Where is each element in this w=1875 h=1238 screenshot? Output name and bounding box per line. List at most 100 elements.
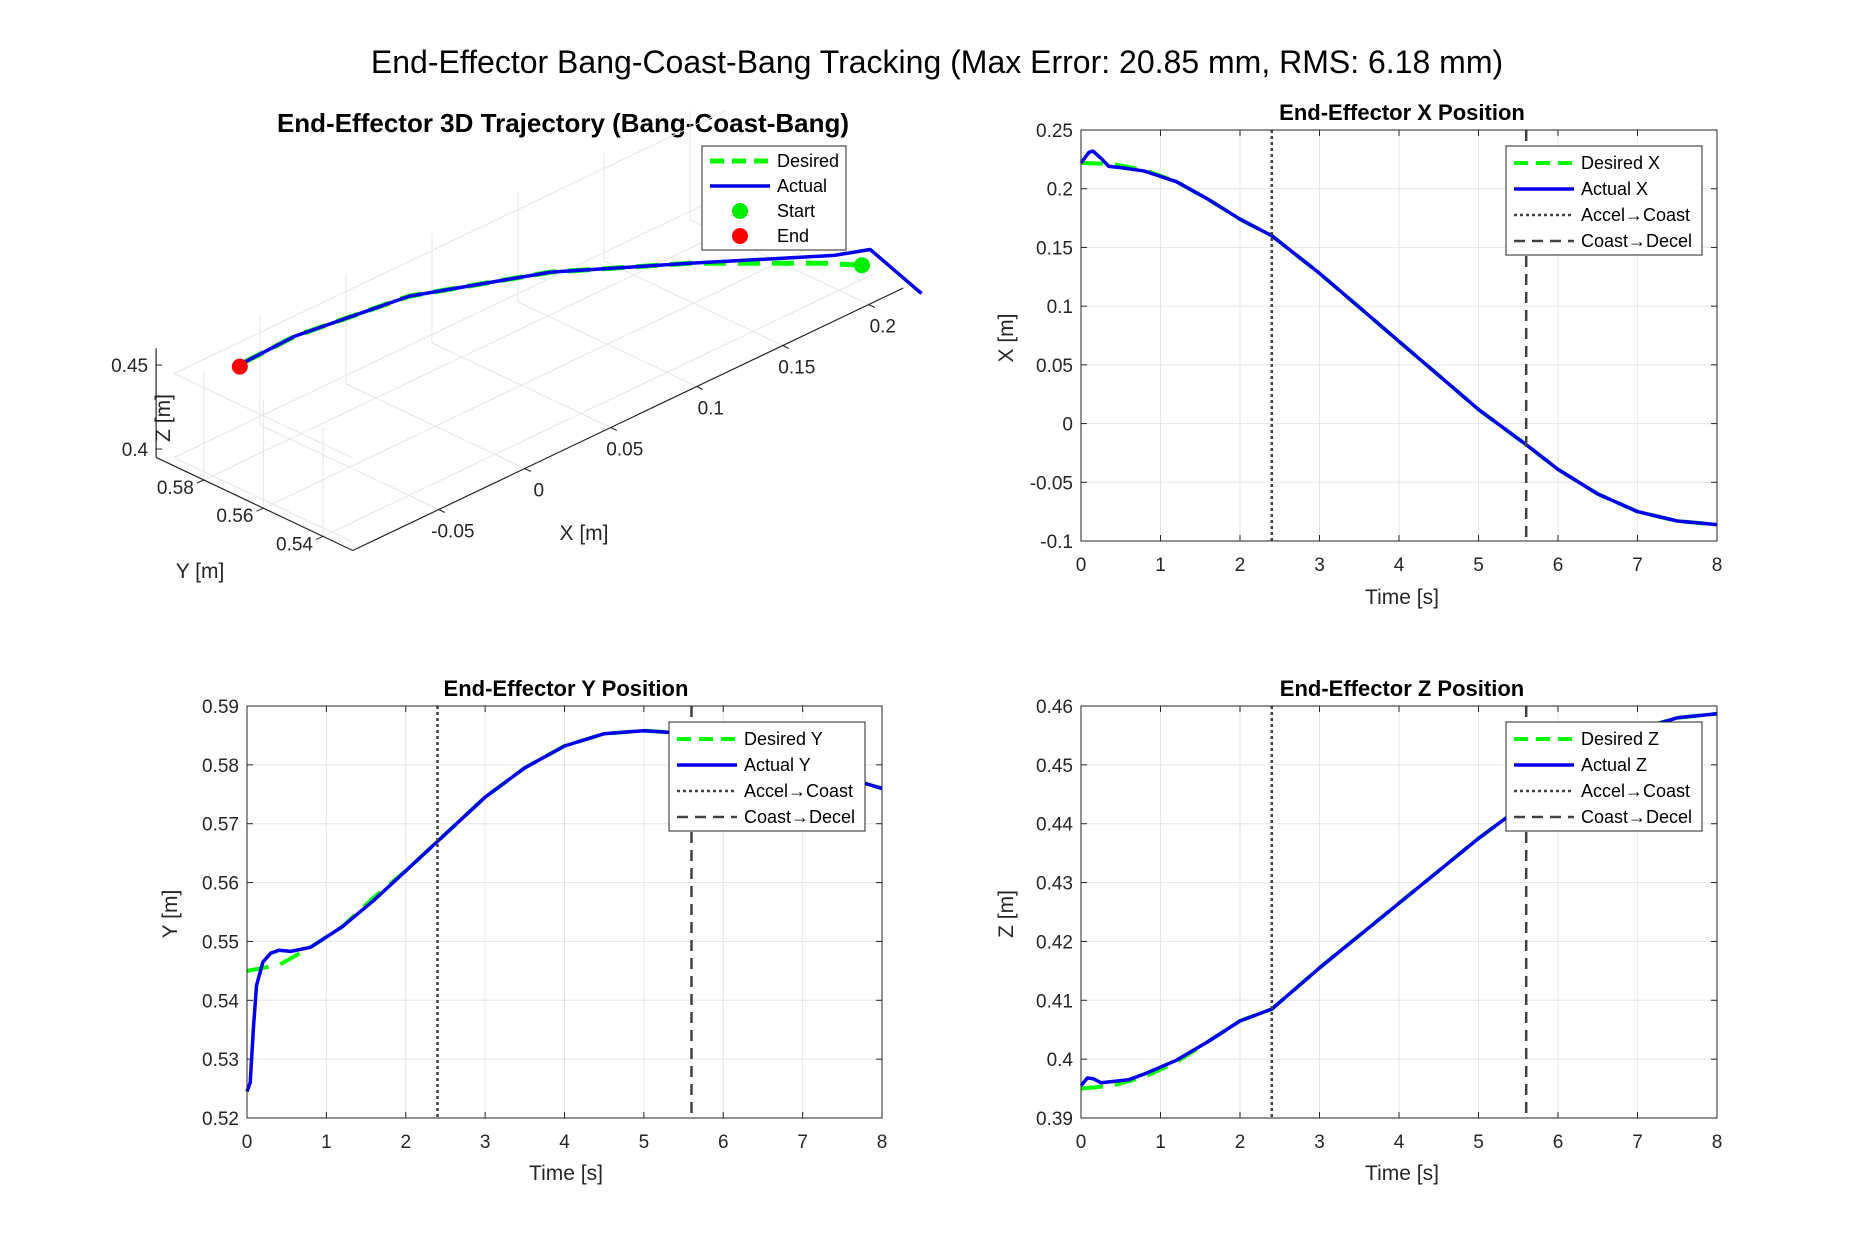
ypos-ytick-label: 0.53 xyxy=(202,1050,239,1071)
x-position-title: End-Effector X Position xyxy=(1279,100,1525,125)
traj3d-grid-y-floor xyxy=(203,217,755,481)
traj3d-ytick-label: 0.58 xyxy=(157,478,194,499)
z-position-ylabel: Z [m] xyxy=(995,890,1018,938)
ypos-xtick-label: 3 xyxy=(480,1132,491,1153)
traj3d-xtick-label: 0.05 xyxy=(606,440,643,461)
xpos-ytick-label: -0.05 xyxy=(1030,473,1073,494)
xpos-xtick-label: 4 xyxy=(1394,555,1405,576)
y-position-xlabel: Time [s] xyxy=(529,1162,603,1185)
traj3d-y-axis xyxy=(155,456,354,552)
ypos-legend-label: Actual Y xyxy=(744,755,811,775)
y-position-title: End-Effector Y Position xyxy=(444,676,689,701)
traj3d-ytick-mark xyxy=(315,535,324,540)
traj3d-ytick-mark xyxy=(196,479,204,484)
xpos-ytick-label: -0.1 xyxy=(1040,532,1073,553)
zpos-ytick-label: 0.39 xyxy=(1036,1109,1073,1130)
traj3d-xtick-label: 0.1 xyxy=(698,399,724,420)
xpos-ytick-label: 0.2 xyxy=(1047,180,1073,201)
ypos-xtick-label: 1 xyxy=(321,1132,332,1153)
trajectory-3d-ylabel: Y [m] xyxy=(176,560,225,583)
traj3d-legend-label: End xyxy=(777,226,809,246)
traj3d-legend-label: Actual xyxy=(777,176,827,196)
traj3d-legend-swatch xyxy=(732,228,748,244)
ypos-xtick-label: 8 xyxy=(877,1132,888,1153)
traj3d-legend-box xyxy=(701,145,847,251)
y-position-plot: End-Effector Y Position Time [s] Y [m] 0… xyxy=(159,676,887,1185)
traj3d-ytick-mark xyxy=(256,507,264,512)
ypos-xtick-label: 4 xyxy=(559,1132,570,1153)
zpos-ytick-label: 0.46 xyxy=(1036,697,1073,718)
traj3d-xtick-label: 0.2 xyxy=(870,317,896,338)
ypos-legend-label: Coast→Decel xyxy=(744,807,855,827)
xpos-xtick-label: 6 xyxy=(1553,555,1564,576)
zpos-xtick-label: 5 xyxy=(1473,1132,1484,1153)
zpos-xtick-label: 3 xyxy=(1314,1132,1325,1153)
traj3d-xtick-label: -0.05 xyxy=(431,522,474,543)
ypos-ytick-label: 0.58 xyxy=(202,756,239,777)
traj3d-ztick-label: 0.45 xyxy=(111,356,148,377)
zpos-legend-label: Coast→Decel xyxy=(1581,807,1692,827)
traj3d-grid-z-wall-left xyxy=(173,457,354,543)
zpos-legend-label: Accel→Coast xyxy=(1581,781,1690,801)
traj3d-end-marker xyxy=(231,358,248,375)
zpos-ytick-label: 0.43 xyxy=(1036,874,1073,895)
zpos-ytick-label: 0.41 xyxy=(1036,991,1073,1012)
zpos-xtick-label: 2 xyxy=(1235,1132,1246,1153)
xpos-ytick-label: 0.1 xyxy=(1047,297,1073,318)
ypos-axes-box xyxy=(246,705,883,1119)
xpos-ytick-label: 0.05 xyxy=(1036,356,1073,377)
y-position-ylabel: Y [m] xyxy=(159,890,182,939)
xpos-ytick-label: 0.15 xyxy=(1036,238,1073,259)
traj3d-grid-y-floor xyxy=(263,245,815,509)
trajectory-3d-title: End-Effector 3D Trajectory (Bang-Coast-B… xyxy=(277,108,849,138)
x-position-plot: End-Effector X Position Time [s] X [m] 0… xyxy=(995,100,1722,609)
zpos-xtick-label: 4 xyxy=(1394,1132,1405,1153)
ypos-ytick-label: 0.57 xyxy=(202,815,239,836)
traj3d-start-marker xyxy=(853,257,870,274)
traj3d-legend-swatch xyxy=(732,203,748,219)
xpos-ytick-label: 0 xyxy=(1062,415,1073,436)
zpos-xtick-label: 7 xyxy=(1632,1132,1643,1153)
zpos-xtick-label: 6 xyxy=(1553,1132,1564,1153)
ypos-ytick-label: 0.52 xyxy=(202,1109,239,1130)
xpos-legend-label: Desired X xyxy=(1581,153,1660,173)
ypos-xtick-label: 6 xyxy=(718,1132,729,1153)
trajectory-3d-xlabel: X [m] xyxy=(559,522,608,545)
x-position-ylabel: X [m] xyxy=(995,313,1018,362)
traj3d-xtick-mark xyxy=(696,386,704,390)
xpos-xtick-label: 8 xyxy=(1712,555,1723,576)
traj3d-ytick-label: 0.54 xyxy=(276,534,313,555)
xpos-xtick-label: 3 xyxy=(1314,555,1325,576)
zpos-ytick-label: 0.45 xyxy=(1036,756,1073,777)
ypos-xtick-label: 5 xyxy=(639,1132,650,1153)
xpos-xtick-label: 1 xyxy=(1155,555,1166,576)
trajectory-3d-plot: End-Effector 3D Trajectory (Bang-Coast-B… xyxy=(111,108,923,583)
zpos-ytick-label: 0.4 xyxy=(1047,1050,1074,1071)
ypos-xtick-label: 7 xyxy=(797,1132,808,1153)
xpos-legend-label: Coast→Decel xyxy=(1581,231,1692,251)
ypos-ytick-label: 0.55 xyxy=(202,932,239,953)
traj3d-grid-z-wall-back xyxy=(173,110,725,374)
traj3d-xtick-mark xyxy=(438,509,446,513)
xpos-xtick-label: 7 xyxy=(1632,555,1643,576)
zpos-legend-label: Actual Z xyxy=(1581,755,1647,775)
x-position-xlabel: Time [s] xyxy=(1365,586,1439,609)
xpos-legend-label: Actual X xyxy=(1581,179,1648,199)
traj3d-x-axis xyxy=(352,287,904,552)
ypos-ytick-label: 0.59 xyxy=(202,697,239,718)
ypos-ytick-label: 0.54 xyxy=(202,991,239,1012)
traj3d-xtick-label: 0 xyxy=(534,481,545,502)
traj3d-legend-label: Start xyxy=(777,201,815,221)
z-position-title: End-Effector Z Position xyxy=(1280,676,1524,701)
traj3d-actual-line xyxy=(238,247,923,368)
xpos-xtick-label: 5 xyxy=(1473,555,1484,576)
z-position-plot: End-Effector Z Position Time [s] Z [m] 0… xyxy=(995,676,1722,1185)
traj3d-grid-y-floor xyxy=(322,273,874,537)
ypos-legend-label: Desired Y xyxy=(744,729,823,749)
traj3d-grid-z-wall-left xyxy=(173,373,354,459)
traj3d-grid-z-wall-back xyxy=(173,194,725,458)
xpos-xtick-label: 2 xyxy=(1235,555,1246,576)
zpos-xtick-label: 0 xyxy=(1076,1132,1087,1153)
z-position-xlabel: Time [s] xyxy=(1365,1162,1439,1185)
